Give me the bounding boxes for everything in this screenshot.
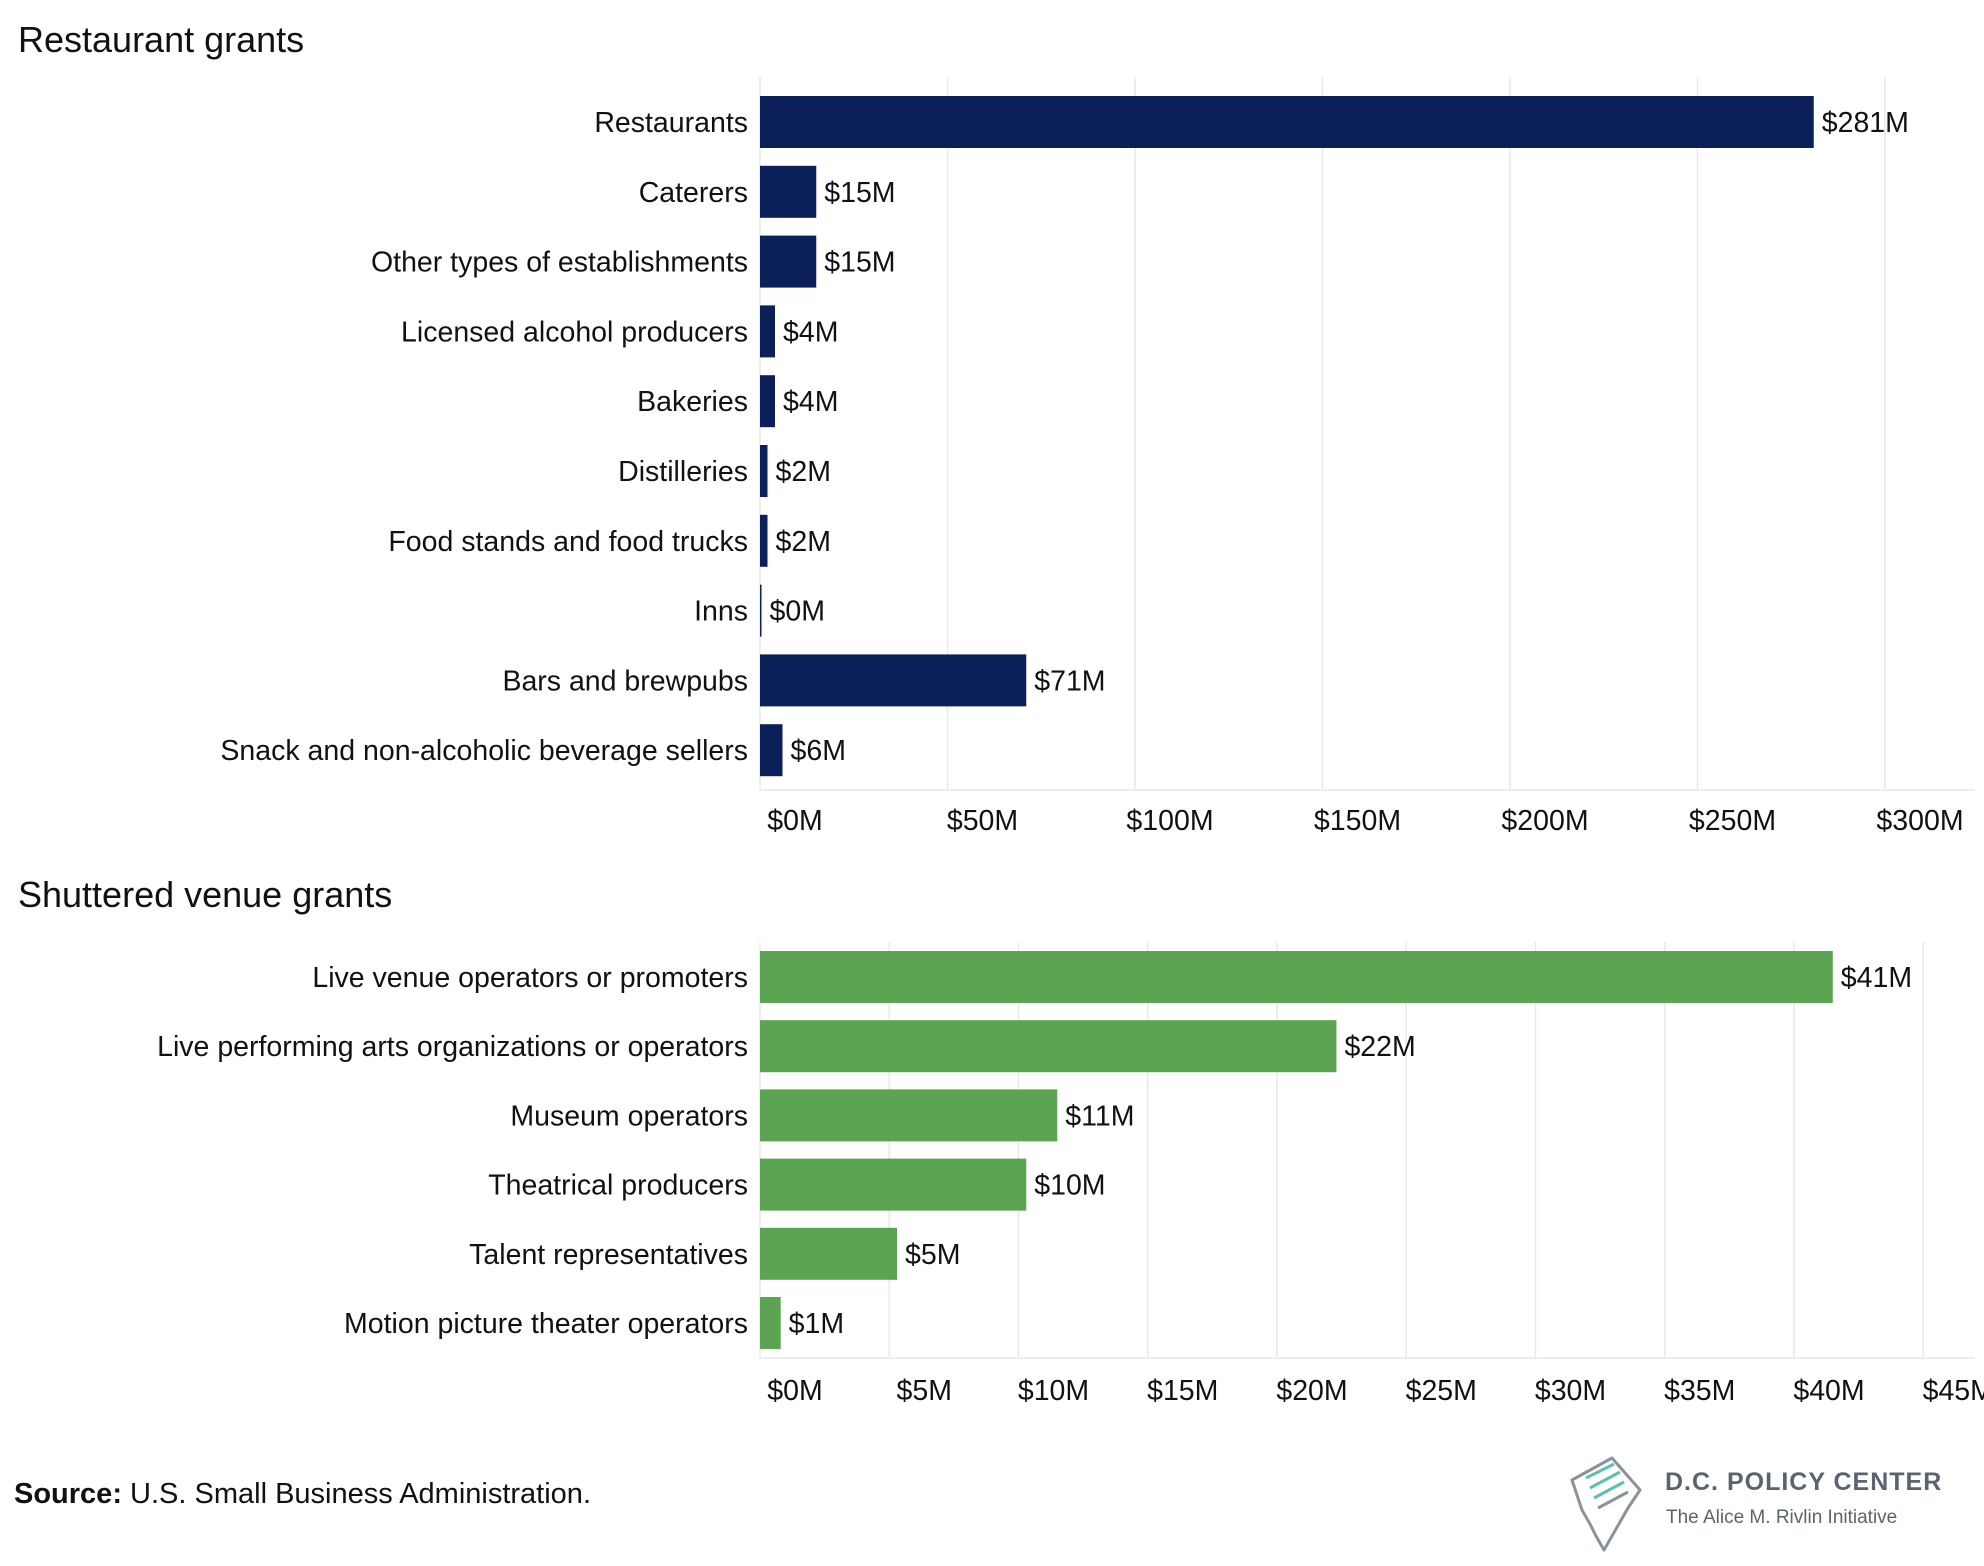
venue-bar: [760, 951, 1833, 1003]
restaurant-tick-label: $250M: [1689, 805, 1776, 837]
restaurant-bar: [760, 654, 1027, 707]
restaurant-bar: [760, 305, 775, 358]
restaurant-bar: [760, 375, 775, 428]
restaurant-data-label: $15M: [824, 247, 895, 279]
restaurant-category-label: Bars and brewpubs: [502, 665, 748, 697]
restaurant-category-label: Inns: [694, 596, 748, 628]
restaurant-category-label: Bakeries: [637, 386, 748, 418]
venue-data-label: $5M: [905, 1239, 960, 1271]
restaurant-bar: [760, 235, 817, 288]
venue-category-label: Museum operators: [510, 1100, 748, 1132]
venue-tick-label: $40M: [1793, 1375, 1864, 1407]
restaurant-tick-label: $100M: [1126, 805, 1213, 837]
venue-data-label: $41M: [1841, 962, 1912, 994]
dc-policy-center-logo: D.C. POLICY CENTER The Alice M. Rivlin I…: [1560, 1450, 1980, 1560]
restaurant-category-label: Food stands and food trucks: [388, 526, 748, 558]
venue-bar: [760, 1158, 1027, 1211]
venue-grants-panel: Shuttered venue grants $0M $5M $10M $15M $20M…: [18, 874, 1984, 1407]
restaurant-data-label: $6M: [791, 735, 846, 767]
restaurant-data-label: $0M: [770, 596, 825, 628]
venue-category-label: Talent representatives: [469, 1239, 748, 1271]
restaurant-tick-label: $200M: [1501, 805, 1588, 837]
restaurant-category-label: Distilleries: [618, 456, 748, 488]
venue-data-label: $22M: [1344, 1031, 1415, 1063]
restaurant-category-label: Other types of establishments: [371, 247, 748, 279]
restaurant-data-label: $4M: [783, 386, 838, 418]
restaurant-category-label: Snack and non-alcoholic beverage sellers: [220, 735, 748, 767]
venue-tick-label: $35M: [1664, 1375, 1735, 1407]
source-note: Source: U.S. Small Business Administrati…: [14, 1478, 591, 1511]
venue-bar: [760, 1089, 1058, 1142]
restaurant-data-label: $4M: [783, 316, 838, 348]
restaurant-bar: [760, 445, 768, 497]
restaurant-data-label: $15M: [824, 177, 895, 209]
restaurant-tick-label: $0M: [767, 805, 822, 837]
restaurant-category-label: Restaurants: [594, 107, 748, 139]
venue-tick-label: $0M: [767, 1375, 822, 1407]
venue-category-label: Theatrical producers: [488, 1170, 748, 1202]
document-pen-icon: [1570, 1456, 1642, 1552]
venue-data-label: $1M: [789, 1308, 844, 1340]
restaurant-data-label: $71M: [1034, 665, 1105, 697]
venue-data-label: $10M: [1034, 1170, 1105, 1202]
venue-tick-label: $5M: [897, 1375, 952, 1407]
restaurant-bar: [760, 165, 817, 218]
restaurant-bar: [760, 96, 1814, 148]
restaurant-category-label: Licensed alcohol producers: [401, 316, 748, 348]
restaurant-data-label: $281M: [1822, 107, 1909, 139]
venue-tick-label: $45M: [1923, 1375, 1984, 1407]
logo-subtitle: The Alice M. Rivlin Initiative: [1666, 1507, 1898, 1528]
venue-tick-label: $10M: [1018, 1375, 1089, 1407]
restaurant-grants-panel: Restaurant grants $0M $50M $100M $150M $200M $…: [18, 19, 1975, 837]
logo-name: D.C. POLICY CENTER: [1665, 1468, 1943, 1496]
venue-tick-label: $30M: [1535, 1375, 1606, 1407]
venue-tick-label: $15M: [1147, 1375, 1218, 1407]
source-label: Source:: [14, 1478, 122, 1510]
venue-bar: [760, 1227, 898, 1280]
restaurant-tick-label: $300M: [1876, 805, 1963, 837]
restaurant-data-label: $2M: [776, 526, 831, 558]
venue-category-label: Motion picture theater operators: [344, 1308, 748, 1340]
venue-tick-label: $20M: [1276, 1375, 1347, 1407]
restaurant-data-label: $2M: [776, 456, 831, 488]
venue-data-label: $11M: [1065, 1100, 1134, 1132]
venue-panel-title: Shuttered venue grants: [18, 874, 392, 915]
venue-category-label: Live performing arts organizations or op…: [157, 1031, 748, 1063]
venue-category-label: Live venue operators or promoters: [312, 962, 748, 994]
restaurant-tick-label: $150M: [1314, 805, 1401, 837]
restaurant-bar: [760, 584, 762, 637]
restaurant-bar: [760, 514, 768, 567]
restaurant-tick-label: $50M: [947, 805, 1018, 837]
source-text: U.S. Small Business Administration.: [121, 1478, 591, 1510]
venue-bar: [760, 1297, 781, 1349]
restaurant-panel-title: Restaurant grants: [18, 19, 304, 60]
venue-tick-label: $25M: [1406, 1375, 1477, 1407]
venue-bar: [760, 1020, 1337, 1073]
restaurant-bar: [760, 724, 783, 777]
restaurant-category-label: Caterers: [639, 177, 748, 209]
